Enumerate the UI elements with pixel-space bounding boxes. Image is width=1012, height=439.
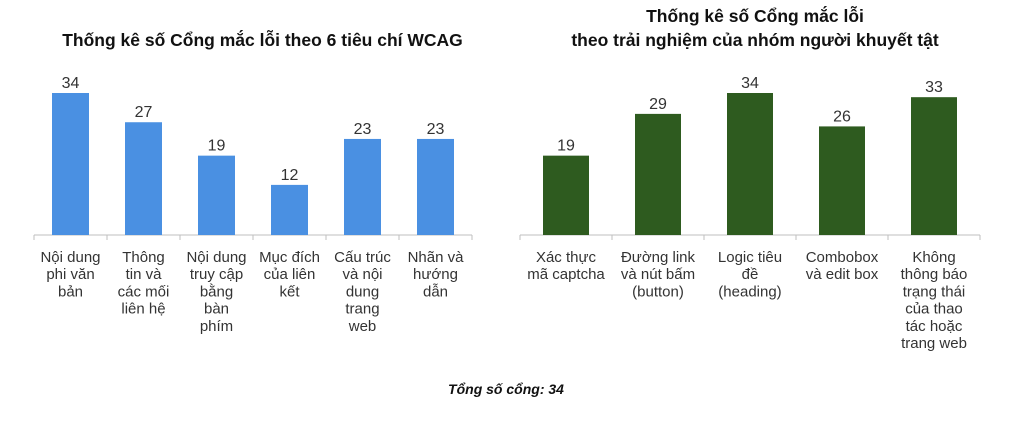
total-gates-footer: Tổng số cổng: 34 xyxy=(448,381,564,397)
data-label: 12 xyxy=(281,167,299,184)
category-label: các mối xyxy=(118,283,170,300)
left-chart-title: Thống kê số Cổng mắc lỗi theo 6 tiêu chí… xyxy=(62,30,463,50)
category-label: bản xyxy=(58,283,83,300)
category-label: liên hệ xyxy=(121,301,165,318)
bar xyxy=(344,138,381,235)
bar xyxy=(543,155,589,235)
category-label: truy cập xyxy=(190,266,243,283)
data-label: 26 xyxy=(833,108,851,125)
category-label: Thông xyxy=(122,249,165,266)
category-label: Cấu trúc xyxy=(334,249,391,266)
category-label: dung xyxy=(346,283,379,300)
category-label: (button) xyxy=(632,283,684,300)
category-label: Xác thực xyxy=(536,249,597,266)
category-label: đề xyxy=(742,266,759,283)
category-label: và edit box xyxy=(806,266,879,283)
category-label: Mục đích xyxy=(259,249,320,266)
data-label: 34 xyxy=(62,75,80,92)
category-label: (heading) xyxy=(718,283,781,300)
category-label: trạng thái xyxy=(903,283,966,300)
category-label: Nhãn và xyxy=(408,249,465,266)
bar xyxy=(819,126,865,235)
category-label: tác hoặc xyxy=(906,318,963,335)
bar xyxy=(635,113,681,235)
bar xyxy=(125,122,162,235)
category-label: Combobox xyxy=(806,249,879,266)
category-label: hướng xyxy=(413,266,458,283)
bar xyxy=(198,155,235,235)
category-label: của thao xyxy=(905,301,963,318)
data-label: 19 xyxy=(208,138,226,155)
data-label: 33 xyxy=(925,79,943,96)
category-label: và nội xyxy=(342,266,382,283)
data-label: 29 xyxy=(649,96,667,113)
category-label: phi văn xyxy=(46,266,94,283)
data-label: 23 xyxy=(354,121,372,138)
category-label: Nội dung xyxy=(186,249,246,266)
category-label: kết xyxy=(279,283,300,300)
category-label: của liên xyxy=(264,266,316,283)
right-chart-title-line-2: theo trải nghiệm của nhóm người khuyết t… xyxy=(571,30,939,50)
category-label: mã captcha xyxy=(527,266,605,283)
category-label: trang web xyxy=(901,335,967,352)
category-label: Không xyxy=(912,249,955,266)
data-label: 27 xyxy=(135,104,153,121)
category-label: Đường link xyxy=(621,249,696,266)
category-label: Nội dung xyxy=(40,249,100,266)
bar xyxy=(911,97,957,235)
category-label: phím xyxy=(200,318,233,335)
data-label: 19 xyxy=(557,138,575,155)
right-chart-title-line-1: Thống kê số Cổng mắc lỗi xyxy=(646,6,864,26)
data-label: 23 xyxy=(427,121,445,138)
bar xyxy=(271,184,308,235)
data-label: 34 xyxy=(741,75,759,92)
category-label: tin và xyxy=(126,266,163,283)
category-label: dẫn xyxy=(423,283,448,300)
category-label: thông báo xyxy=(901,266,968,283)
bar xyxy=(727,93,773,235)
category-label: trang xyxy=(345,301,379,318)
category-label: Logic tiêu xyxy=(718,249,782,266)
category-label: và nút bấm xyxy=(621,266,695,283)
bar xyxy=(417,138,454,235)
category-label: bàn xyxy=(204,301,229,318)
category-label: bằng xyxy=(200,283,233,300)
category-label: web xyxy=(348,318,377,335)
bar xyxy=(52,93,89,235)
